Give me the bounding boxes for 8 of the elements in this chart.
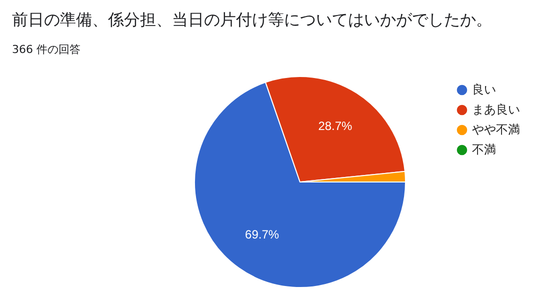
data-label: 69.7% (245, 228, 280, 242)
legend-label: まあ良い (472, 102, 520, 116)
legend-label: やや不満 (472, 122, 520, 136)
data-label: 28.7% (318, 119, 353, 134)
legend-label: 良い (472, 82, 496, 96)
legend-label: 不満 (472, 142, 496, 156)
text: 366 件の回答 (12, 42, 80, 57)
chart-title: 前日の準備、係分担、当日の片付け等についてはいかがでしたか。 (12, 10, 492, 31)
